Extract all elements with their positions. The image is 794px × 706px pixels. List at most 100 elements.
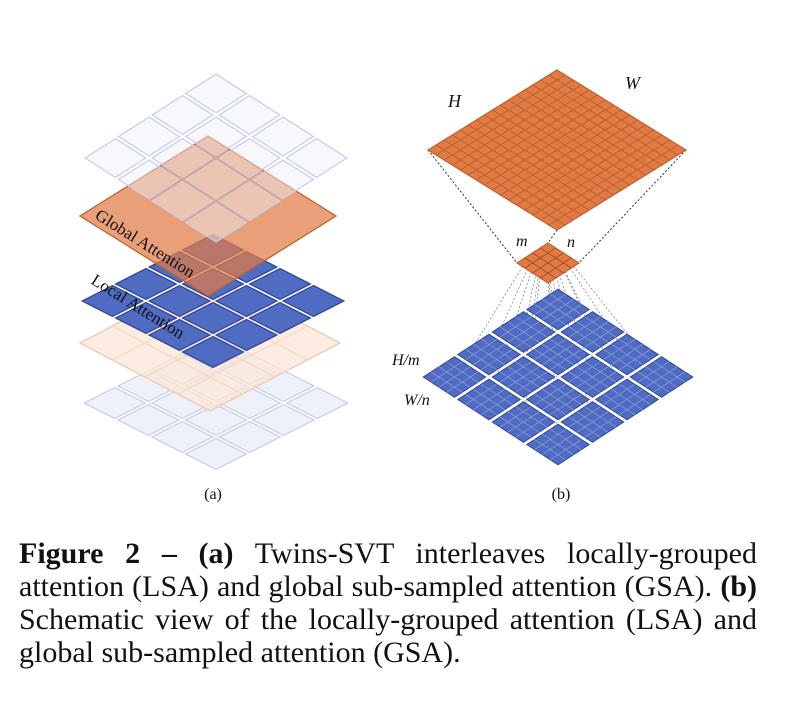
peach-grid-gridline [112,325,243,395]
top-grid-tile [184,202,248,243]
window-gridline [534,349,566,371]
window-gridline [653,371,686,393]
top-grid-tile [184,116,248,157]
projection-line-right [578,149,687,264]
window-gridline [430,371,463,393]
top-grid-tile [83,137,148,179]
window-gridline [611,344,643,365]
window-gridline [534,439,566,461]
bottom-grid-tile [251,403,316,437]
window-gridline [576,366,609,388]
feature-map-gridline [508,119,638,201]
window-gridline [507,366,540,388]
window-gridline [473,389,505,410]
window-gridline [515,326,548,348]
window-gridline [584,371,617,393]
top-grid-tile [150,180,215,222]
bottom-grid-tile [184,403,248,437]
window-gridline [534,394,566,416]
window-gridline [611,389,643,410]
window-gridline [584,416,617,438]
window-gridline [645,366,678,388]
window-gridline [568,416,601,438]
local-attention-tile [114,301,178,335]
window-gridline [568,371,601,393]
grouped-windows-map [422,288,694,466]
top-grid-tile [150,137,215,179]
window-gridline [550,394,582,416]
caption-a-text: Twins-SVT interleaves locally-grouped at… [19,537,757,603]
feature-map-gridline [492,109,622,191]
feature-map-hw [426,69,688,231]
feature-map-gridline [516,124,646,206]
window-gridline [584,326,617,348]
bottom-grid-tile [82,386,147,420]
subsampled-window-gridline [524,257,556,279]
local-attention-tile [281,284,346,318]
projection-line-fan [547,267,559,400]
window-gridline [446,371,479,393]
window-gridline [550,349,582,371]
top-grid-tile [251,159,315,200]
panel-b-sublabel: (b) [552,486,571,503]
top-grid-tile [217,180,282,222]
figure-caption: Figure 2 – (a) Twins-SVT interleaves loc… [19,537,757,669]
caption-dash: – [140,537,199,570]
projection-line-fan [523,272,541,423]
subsampled-window-gridline [540,257,572,279]
caption-a-tag: (a) [198,537,234,570]
top-grid-tile [117,116,181,157]
window-gridline [550,304,582,326]
local-attention-tile [214,284,279,318]
label-h: H [447,91,462,111]
top-grid-tile [150,94,215,136]
local-attention-tile [114,267,178,301]
window-gridline [637,371,670,393]
feature-map-gridline [500,114,630,196]
bottom-grid-tile [150,420,215,454]
layer-top-light-grid [83,73,349,243]
window-gridline [473,344,505,365]
layer-global-attention [78,135,338,297]
top-grid-tile [284,137,349,179]
label-w-over-n: W/n [404,392,430,409]
top-grid-tile [117,159,181,200]
feature-map-gridline [548,144,679,226]
window-gridline [542,344,574,365]
panel-a: Global Attention Local Attention (a) [78,73,350,503]
subsampled-window-gridline [532,252,564,274]
window-gridline [499,371,532,393]
bottom-grid-tile [184,437,248,471]
feature-map-gridline [532,134,663,216]
local-attention-tile [248,267,312,301]
window-gridline [438,366,471,388]
window-gridline [507,411,540,433]
window-gridline [507,321,540,343]
global-attention-surface [78,135,338,297]
local-attention-tile [181,301,245,335]
local-attention-tile [80,284,145,318]
window-gridline [515,371,548,393]
top-grid-tile [251,116,315,157]
feature-map-gridline [468,124,598,206]
window-gridline [481,394,513,416]
label-n: n [567,234,575,251]
label-h-over-m: H/m [391,352,420,369]
feature-map-gridline [451,134,582,216]
feature-map-gridline [476,119,606,201]
projection-line-fan [563,257,628,355]
bottom-grid-tile [285,386,350,420]
window-gridline [550,439,582,461]
label-w: W [625,73,642,93]
peach-grid-gridline [177,325,308,395]
window-gridline [542,389,574,410]
feature-map-gridline [435,144,566,226]
window-gridline [603,394,635,416]
feature-map-gridline [524,129,654,211]
window-gridline [568,326,601,348]
bottom-grid-tile [217,420,282,454]
top-grid-tile [184,73,248,114]
window-gridline [534,304,566,326]
top-grid-tile [184,159,248,200]
caption-b-tag: (b) [720,570,757,603]
